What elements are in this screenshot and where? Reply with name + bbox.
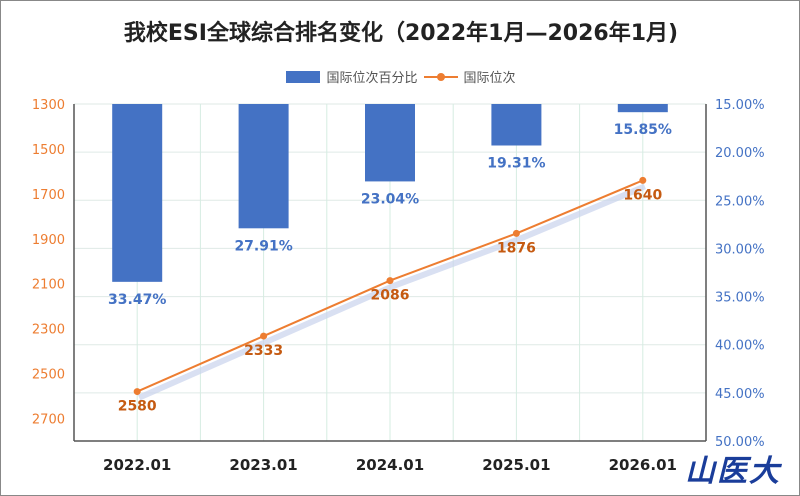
x-tick-label: 2025.01 (482, 456, 550, 474)
line-point (260, 332, 268, 340)
right-tick-label: 15.00% (715, 98, 765, 113)
right-tick-label: 35.00% (715, 291, 765, 306)
line-point (133, 388, 141, 396)
line-data-label: 2333 (244, 343, 283, 359)
x-tick-label: 2026.01 (609, 456, 677, 474)
line-data-label: 2580 (118, 399, 157, 415)
bar-data-label: 27.91% (234, 238, 292, 254)
right-tick-label: 40.00% (715, 339, 765, 354)
x-tick-label: 2023.01 (229, 456, 297, 474)
right-tick-label: 25.00% (715, 194, 765, 209)
line-shadow (137, 183, 646, 401)
bar (365, 104, 415, 182)
left-tick-label: 2500 (32, 368, 65, 383)
bar (112, 104, 163, 282)
bar-data-label: 23.04% (361, 191, 419, 207)
legend: 国际位次百分比 国际位次 (1, 67, 799, 86)
left-tick-label: 1300 (32, 98, 65, 113)
line-point (512, 229, 520, 237)
line-point (386, 277, 394, 285)
legend-label-rank: 国际位次 (463, 71, 516, 86)
left-tick-label: 1900 (32, 233, 65, 248)
left-tick-label: 1700 (32, 188, 65, 203)
right-tick-label: 20.00% (715, 146, 765, 161)
bar-data-label: 19.31% (487, 155, 545, 171)
x-tick-label: 2024.01 (356, 456, 424, 474)
bar-data-label: 33.47% (108, 292, 166, 308)
x-tick-label: 2022.01 (103, 456, 171, 474)
right-tick-label: 30.00% (715, 242, 765, 257)
left-tick-label: 1500 (32, 143, 65, 158)
legend-line-swatch (423, 71, 458, 83)
line-data-label: 1640 (623, 187, 662, 203)
bar (617, 104, 668, 113)
bar (238, 104, 289, 229)
right-tick-label: 50.00% (715, 435, 765, 450)
legend-label-percent: 国际位次百分比 (326, 71, 418, 86)
right-tick-label: 45.00% (715, 387, 765, 402)
chart-title: 我校ESI全球综合排名变化（2022年1月—2026年1月) (123, 21, 679, 46)
bar-data-label: 15.85% (614, 122, 672, 138)
left-tick-label: 2300 (32, 323, 65, 338)
bar (491, 104, 542, 146)
left-tick-label: 2700 (32, 413, 65, 428)
line-data-label: 2086 (371, 288, 410, 304)
left-tick-label: 2100 (32, 278, 65, 293)
line-data-label: 1876 (497, 240, 536, 256)
university-logo: 山医大 (685, 454, 781, 489)
line-point (639, 176, 647, 184)
legend-bar-swatch (286, 70, 321, 83)
